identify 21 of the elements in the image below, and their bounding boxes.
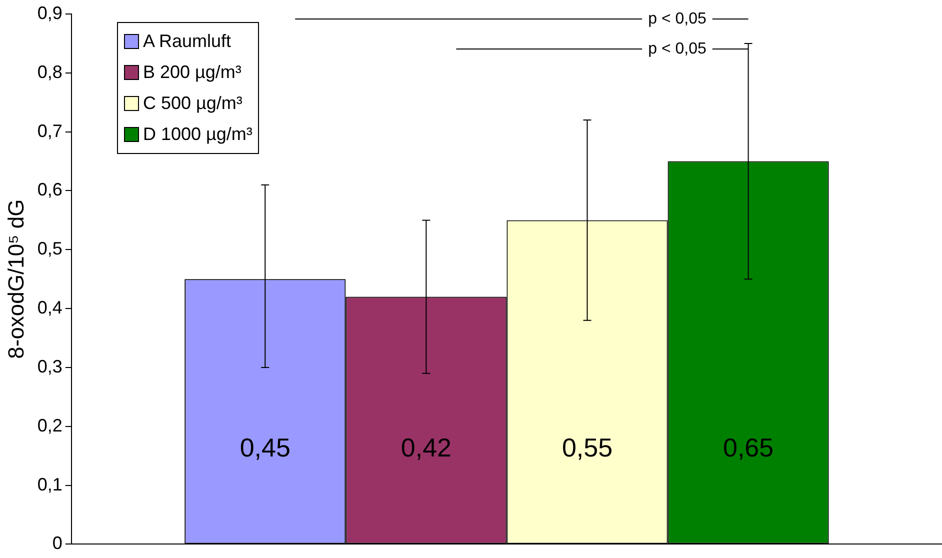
y-tick-label: 0,4 [37,298,62,318]
y-tick-label: 0,7 [37,120,62,141]
data-label: 0,55 [562,432,613,462]
annotation: p < 0,05 [648,40,706,58]
y-tick-label: 0,2 [37,415,62,436]
y-tick-label: 0,9 [37,2,62,23]
y-tick-label: 0,8 [37,62,62,82]
y-axis-title: 8-oxodG/10⁵ dG [3,199,28,359]
legend-label: A Raumluft [143,30,232,53]
legend-label: C 500 µg/m³ [143,92,242,115]
data-label: 0,42 [400,432,452,462]
data-label: 0,65 [722,432,774,462]
y-tick-label: 0,3 [37,356,62,376]
y-tick-label: 0,5 [37,238,62,259]
legend-label: B 200 µg/m³ [143,61,242,84]
y-tick-label: 0 [52,533,62,554]
y-tick-label: 0,1 [37,474,62,494]
legend-label: D 1000 µg/m³ [143,123,252,146]
annotation: p < 0,05 [648,10,706,28]
data-label: 0,45 [240,432,290,462]
y-tick-label: 0,6 [37,180,62,200]
